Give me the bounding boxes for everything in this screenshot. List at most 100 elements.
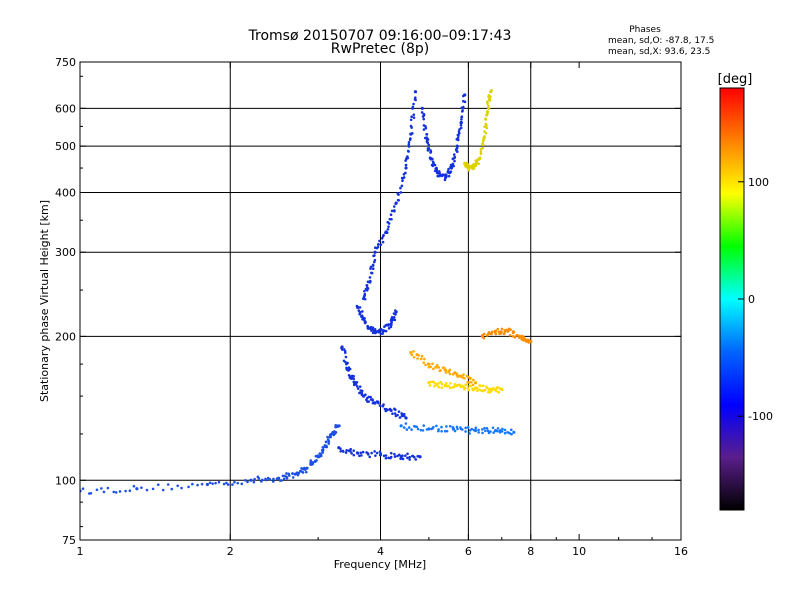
data-point <box>402 412 406 416</box>
data-point <box>371 267 375 271</box>
data-point <box>373 246 377 249</box>
data-point <box>424 126 428 130</box>
data-point <box>397 198 401 202</box>
data-point <box>208 481 212 485</box>
data-point <box>455 372 459 376</box>
data-point <box>505 328 508 332</box>
data-point <box>252 480 256 484</box>
data-point <box>468 432 471 435</box>
data-point <box>386 227 390 231</box>
data-point <box>484 118 488 121</box>
data-point <box>487 93 491 97</box>
data-point <box>407 143 411 146</box>
data-point <box>226 483 230 486</box>
data-point <box>427 143 431 147</box>
data-point <box>373 327 377 331</box>
data-point <box>407 140 411 144</box>
data-point <box>296 472 300 476</box>
data-point <box>512 330 516 334</box>
data-point <box>236 481 240 485</box>
data-point <box>309 461 312 464</box>
data-point <box>404 166 408 170</box>
data-point <box>361 450 365 454</box>
x-tick-label: 1 <box>77 545 84 558</box>
data-point <box>367 400 370 403</box>
data-point <box>358 454 361 458</box>
data-point <box>417 353 420 357</box>
data-point <box>478 388 481 391</box>
data-point <box>422 117 426 121</box>
data-point <box>376 245 380 249</box>
data-point <box>363 294 366 297</box>
data-point <box>399 186 402 190</box>
data-point <box>443 429 447 433</box>
data-point <box>211 482 214 485</box>
data-point <box>314 460 317 463</box>
data-point <box>449 382 452 385</box>
data-point <box>487 104 490 108</box>
data-point <box>161 488 165 492</box>
colorbar-tick-label: 0 <box>748 293 755 306</box>
data-point <box>483 426 486 430</box>
data-point <box>452 164 455 168</box>
grid-lines <box>80 62 681 540</box>
data-point <box>482 139 485 143</box>
data-point <box>423 136 427 140</box>
data-point <box>515 333 519 337</box>
data-point <box>350 452 353 455</box>
data-point <box>460 428 464 431</box>
data-point <box>456 427 459 431</box>
data-point <box>357 309 361 312</box>
data-point <box>497 330 501 334</box>
data-point <box>389 455 393 459</box>
data-point <box>95 488 99 492</box>
data-point <box>485 427 489 430</box>
data-point <box>112 490 116 494</box>
data-point <box>478 156 482 159</box>
data-point <box>503 431 507 435</box>
data-point <box>340 348 344 351</box>
data-point <box>461 106 465 110</box>
data-point <box>396 192 400 195</box>
data-point <box>364 393 367 397</box>
data-point <box>382 233 385 237</box>
data-point <box>420 354 424 358</box>
data-point <box>483 135 486 139</box>
data-point <box>402 176 406 179</box>
data-point <box>443 178 447 182</box>
data-point <box>432 367 435 371</box>
data-point <box>371 399 375 402</box>
data-point <box>384 454 388 457</box>
x-tick-label: 4 <box>377 545 384 558</box>
data-point <box>380 236 384 240</box>
data-point <box>455 384 459 388</box>
data-point <box>343 351 347 354</box>
data-point <box>421 429 425 432</box>
data-point <box>433 384 436 388</box>
data-point <box>426 147 430 150</box>
data-point <box>413 90 418 94</box>
data-point <box>429 150 433 154</box>
data-point <box>484 429 487 433</box>
data-point <box>428 384 432 387</box>
data-point <box>435 363 439 367</box>
data-point <box>217 480 221 484</box>
data-point <box>392 205 396 208</box>
data-point <box>406 155 409 158</box>
data-point <box>460 118 463 121</box>
data-point <box>388 408 391 411</box>
data-point <box>333 430 336 433</box>
data-point <box>363 317 366 320</box>
data-point <box>382 454 386 458</box>
data-point <box>367 453 370 456</box>
data-point <box>339 447 342 450</box>
data-point <box>394 202 397 206</box>
colorbar-ticks: 100 0 -100 <box>738 176 773 423</box>
data-point <box>463 93 466 97</box>
data-point <box>481 334 484 337</box>
data-point <box>363 297 367 301</box>
data-point <box>475 161 479 165</box>
data-point <box>370 271 374 275</box>
data-point <box>414 458 418 461</box>
data-point <box>346 361 349 365</box>
